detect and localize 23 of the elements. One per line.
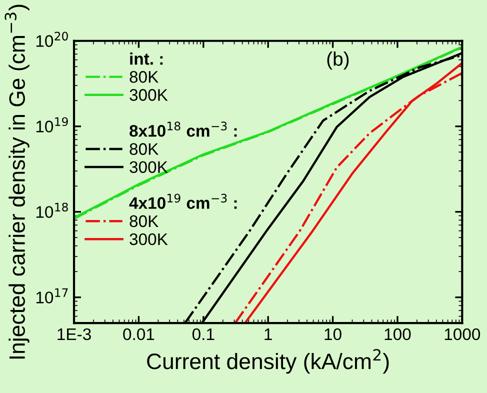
- x-tick-label: 0.01: [123, 328, 154, 340]
- annotation: (b): [327, 52, 349, 70]
- annotation: 4x10$^{19}$ cm$^{−3}$ :: [129, 194, 237, 209]
- annotation: 8x10$^{18}$ cm$^{−3}$ :: [130, 122, 237, 137]
- y-tick-label: 10$^{18}$: [36, 202, 68, 218]
- legend-label: 80K: [130, 215, 158, 228]
- annotation: int. :: [130, 52, 163, 65]
- y-axis-title: Injected carrier density in Ge (cm$^{−3}$): [4, 4, 30, 359]
- legend-label: 80K: [130, 143, 158, 155]
- legend-label: 300K: [130, 161, 168, 173]
- legend-label: 300K: [130, 233, 168, 246]
- x-tick-label: 100: [384, 328, 411, 340]
- y-tick-label: 10$^{17}$: [36, 288, 68, 304]
- x-tick-label: 10: [324, 328, 342, 340]
- y-tick-label: 10$^{20}$: [36, 32, 68, 47]
- x-axis-title: Current density (kA/cm$^{2}$): [147, 349, 389, 374]
- x-tick-label: 1: [264, 328, 272, 340]
- x-tick-label: 0.1: [192, 328, 214, 340]
- x-tick-label: 1E-3: [58, 328, 91, 340]
- legend-label: 300K: [130, 89, 168, 101]
- y-tick-label: 10$^{19}$: [36, 117, 68, 132]
- x-tick-label: 1000: [444, 328, 480, 340]
- legend-label: 80K: [130, 71, 158, 83]
